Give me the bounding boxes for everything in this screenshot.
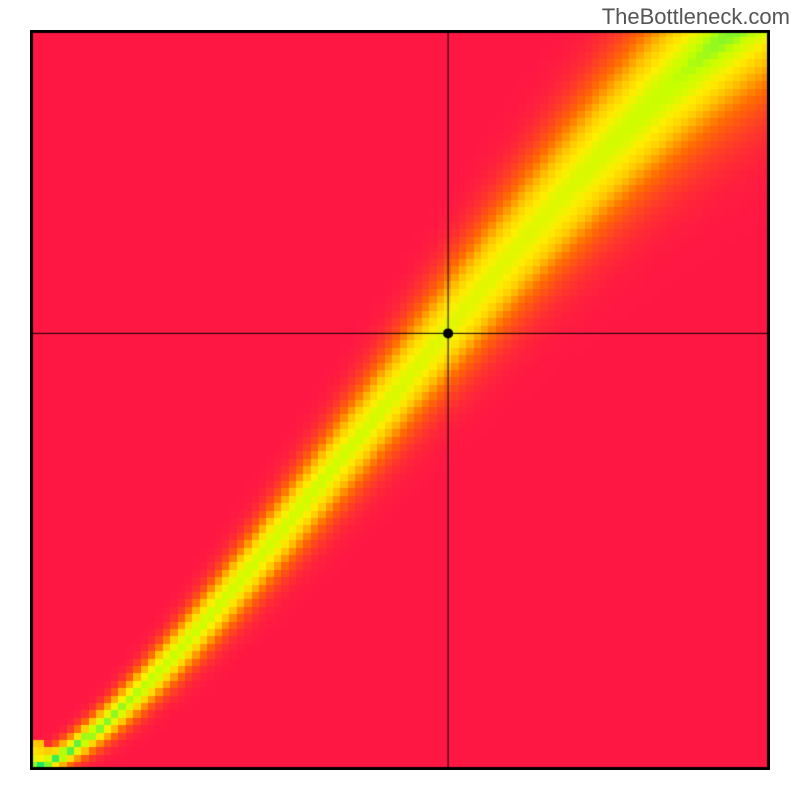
- bottleneck-heatmap-chart: [30, 30, 770, 770]
- watermark-text: TheBottleneck.com: [602, 4, 790, 30]
- heatmap-canvas: [30, 30, 770, 770]
